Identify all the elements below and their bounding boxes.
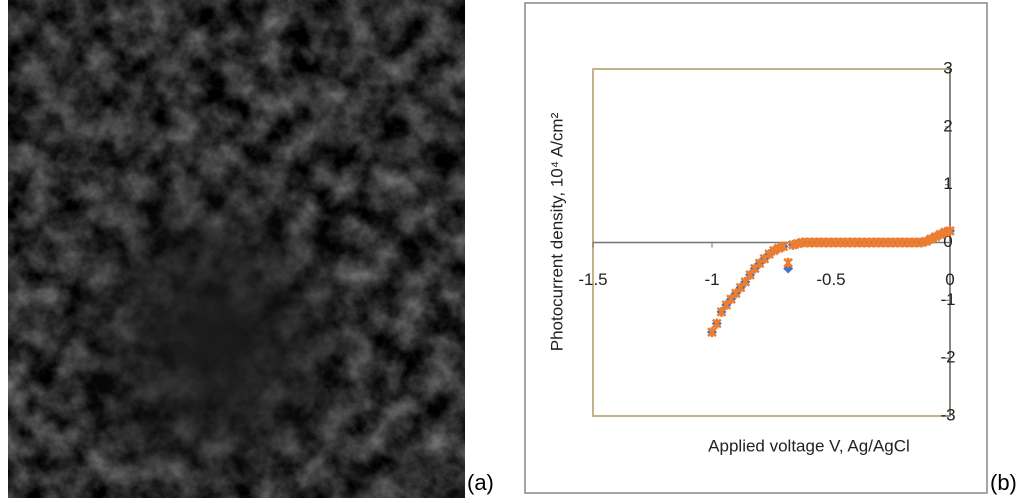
y-tick-label: 3 (943, 58, 952, 77)
x-axis-title: Applied voltage V, Ag/AgCl (708, 436, 910, 455)
x-tick-label: -1 (704, 270, 719, 289)
sem-image (8, 0, 465, 498)
x-tick-label: -0.5 (816, 270, 845, 289)
panel-label: (a) (467, 470, 494, 495)
panel-label: (b) (990, 470, 1017, 495)
chart-border (525, 3, 987, 493)
y-axis-title: Photocurrent density, 10⁴ A/cm² (547, 112, 566, 351)
x-tick-label: 0 (945, 270, 954, 289)
x-tick-label: -1.5 (578, 270, 607, 289)
y-tick-label: 1 (943, 174, 952, 193)
y-tick-label: -3 (940, 405, 955, 424)
figure: (a) (b) Applied voltage V, Ag/AgCl Photo… (0, 0, 1027, 498)
y-tick-label: -2 (940, 348, 955, 367)
y-tick-label: 2 (943, 116, 952, 135)
y-tick-label: -1 (940, 290, 955, 309)
